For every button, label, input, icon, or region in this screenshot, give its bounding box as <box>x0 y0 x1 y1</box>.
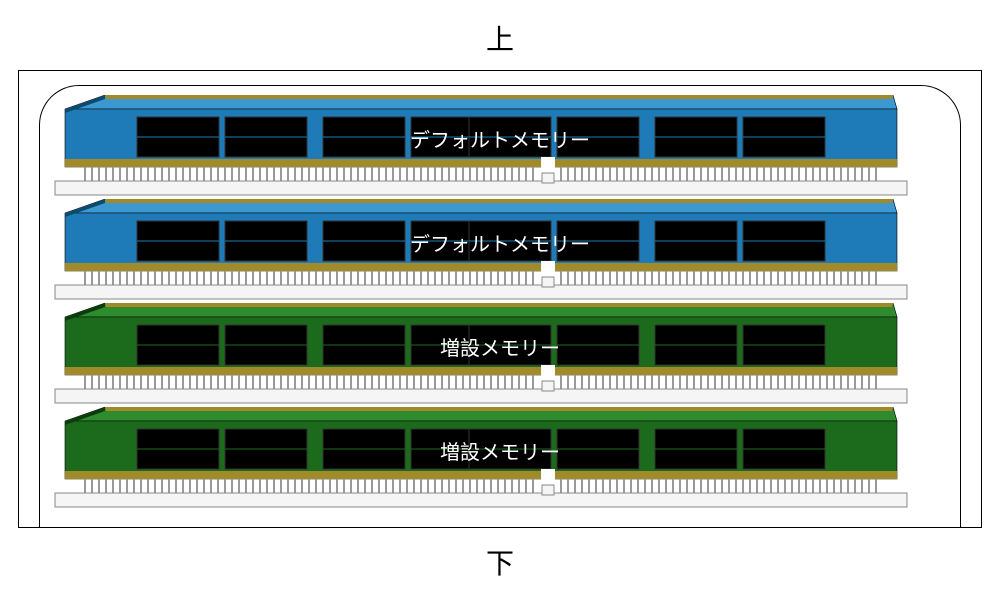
module-label-2: 増設メモリー <box>440 332 560 361</box>
memory-slot <box>55 389 907 403</box>
module-label-0: デフォルトメモリー <box>410 124 590 153</box>
bottom-orientation-label: 下 <box>486 542 514 582</box>
memory-slot-row-0: デフォルトメモリー <box>49 95 951 205</box>
memory-slot <box>55 285 907 299</box>
module-label-1: デフォルトメモリー <box>410 228 590 257</box>
top-orientation-label: 上 <box>486 18 514 58</box>
outer-frame: デフォルトメモリーデフォルトメモリー増設メモリー増設メモリー <box>18 70 982 528</box>
memory-slot-row-2: 増設メモリー <box>49 303 951 413</box>
memory-slot <box>55 493 907 507</box>
module-label-3: 増設メモリー <box>440 436 560 465</box>
memory-slot-row-3: 増設メモリー <box>49 407 951 517</box>
memory-slot <box>55 181 907 195</box>
memory-slot-row-1: デフォルトメモリー <box>49 199 951 309</box>
